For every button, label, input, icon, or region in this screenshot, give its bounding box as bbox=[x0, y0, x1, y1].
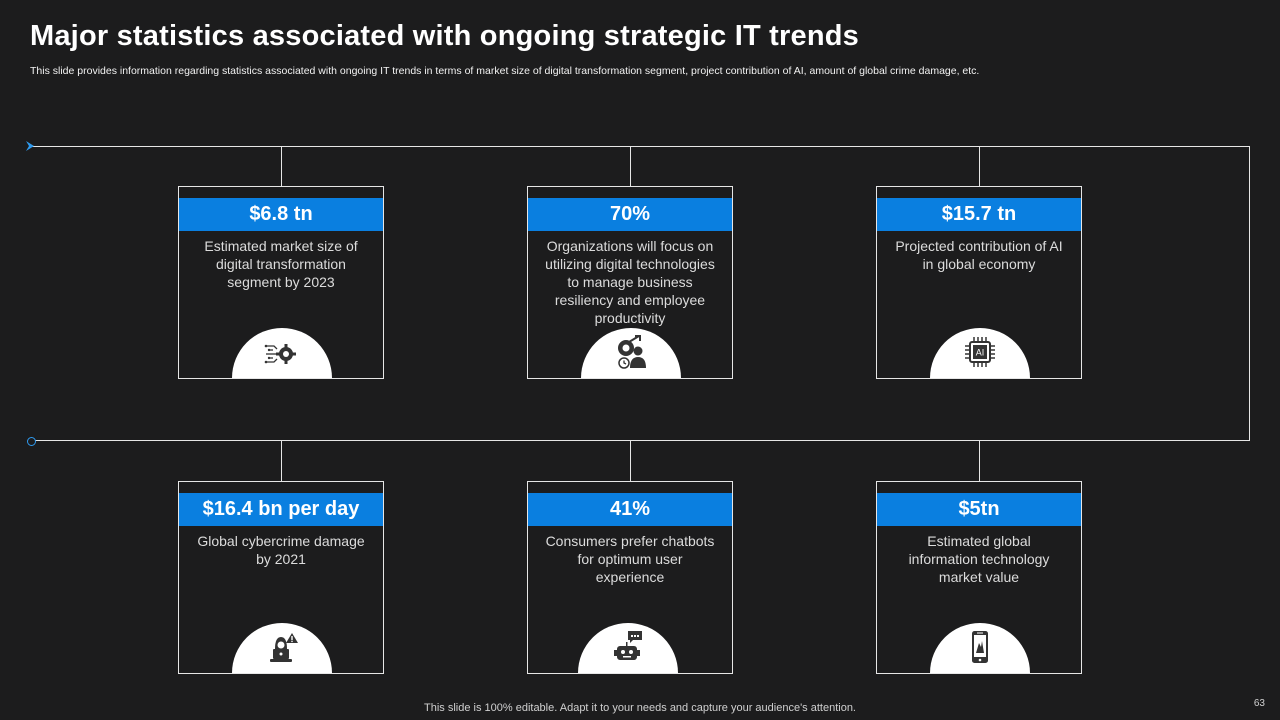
digital-brain-gear-icon bbox=[264, 344, 296, 364]
stat-value: 70% bbox=[528, 198, 732, 231]
right-connector-line bbox=[1249, 146, 1250, 441]
stat-description: Global cybercrime damage by 2021 bbox=[197, 533, 365, 567]
slide-footer: This slide is 100% editable. Adapt it to… bbox=[424, 702, 856, 714]
stat-description: Consumers prefer chatbots for optimum us… bbox=[545, 533, 715, 585]
mobile-phone-icon bbox=[972, 631, 988, 663]
card-1-stem bbox=[281, 146, 282, 187]
icon-badge bbox=[578, 623, 678, 673]
icon-badge: AI bbox=[930, 328, 1030, 378]
stat-value: $5tn bbox=[877, 493, 1081, 526]
stat-value: 41% bbox=[528, 493, 732, 526]
stat-description: Projected contribution of AI in global e… bbox=[895, 238, 1063, 272]
page-number: 63 bbox=[1253, 698, 1265, 709]
stat-value: $6.8 tn bbox=[179, 198, 383, 231]
chatbot-icon bbox=[614, 631, 642, 660]
slide-subtitle: This slide provides information regardin… bbox=[30, 65, 980, 77]
stat-card-cybercrime: $16.4 bn per day Global cybercrime damag… bbox=[178, 481, 384, 674]
ai-chip-icon: AI bbox=[965, 337, 995, 367]
top-connector-line bbox=[30, 146, 1250, 147]
chevron-right-icon bbox=[26, 141, 34, 151]
card-5-stem bbox=[630, 440, 631, 482]
stat-card-ai-contribution: $15.7 tn Projected contribution of AI in… bbox=[876, 186, 1082, 379]
stat-card-digital-focus: 70% Organizations will focus on utilizin… bbox=[527, 186, 733, 379]
hacker-warning-icon bbox=[270, 633, 298, 662]
stat-description: Estimated market size of digital transfo… bbox=[204, 238, 358, 290]
stat-value: $15.7 tn bbox=[877, 198, 1081, 231]
icon-badge bbox=[930, 623, 1030, 673]
card-6-stem bbox=[979, 440, 980, 482]
card-2-stem bbox=[630, 146, 631, 187]
card-3-stem bbox=[979, 146, 980, 187]
productivity-gear-person-icon bbox=[618, 335, 646, 369]
stat-card-market-size: $6.8 tn Estimated market size of digital… bbox=[178, 186, 384, 379]
stat-value: $16.4 bn per day bbox=[179, 493, 383, 526]
icon-badge bbox=[232, 328, 332, 378]
stat-description: Estimated global information technology … bbox=[908, 533, 1050, 585]
slide-title: Major statistics associated with ongoing… bbox=[30, 20, 859, 52]
bottom-connector-line bbox=[34, 440, 1250, 441]
card-4-stem bbox=[281, 440, 282, 482]
line-end-dot-icon bbox=[27, 437, 36, 446]
stat-card-it-market: $5tn Estimated global information techno… bbox=[876, 481, 1082, 674]
chip-label: AI bbox=[976, 348, 985, 358]
icon-badge bbox=[232, 623, 332, 673]
stat-card-chatbots: 41% Consumers prefer chatbots for optimu… bbox=[527, 481, 733, 674]
icon-badge bbox=[581, 328, 681, 378]
stat-description: Organizations will focus on utilizing di… bbox=[545, 238, 715, 326]
